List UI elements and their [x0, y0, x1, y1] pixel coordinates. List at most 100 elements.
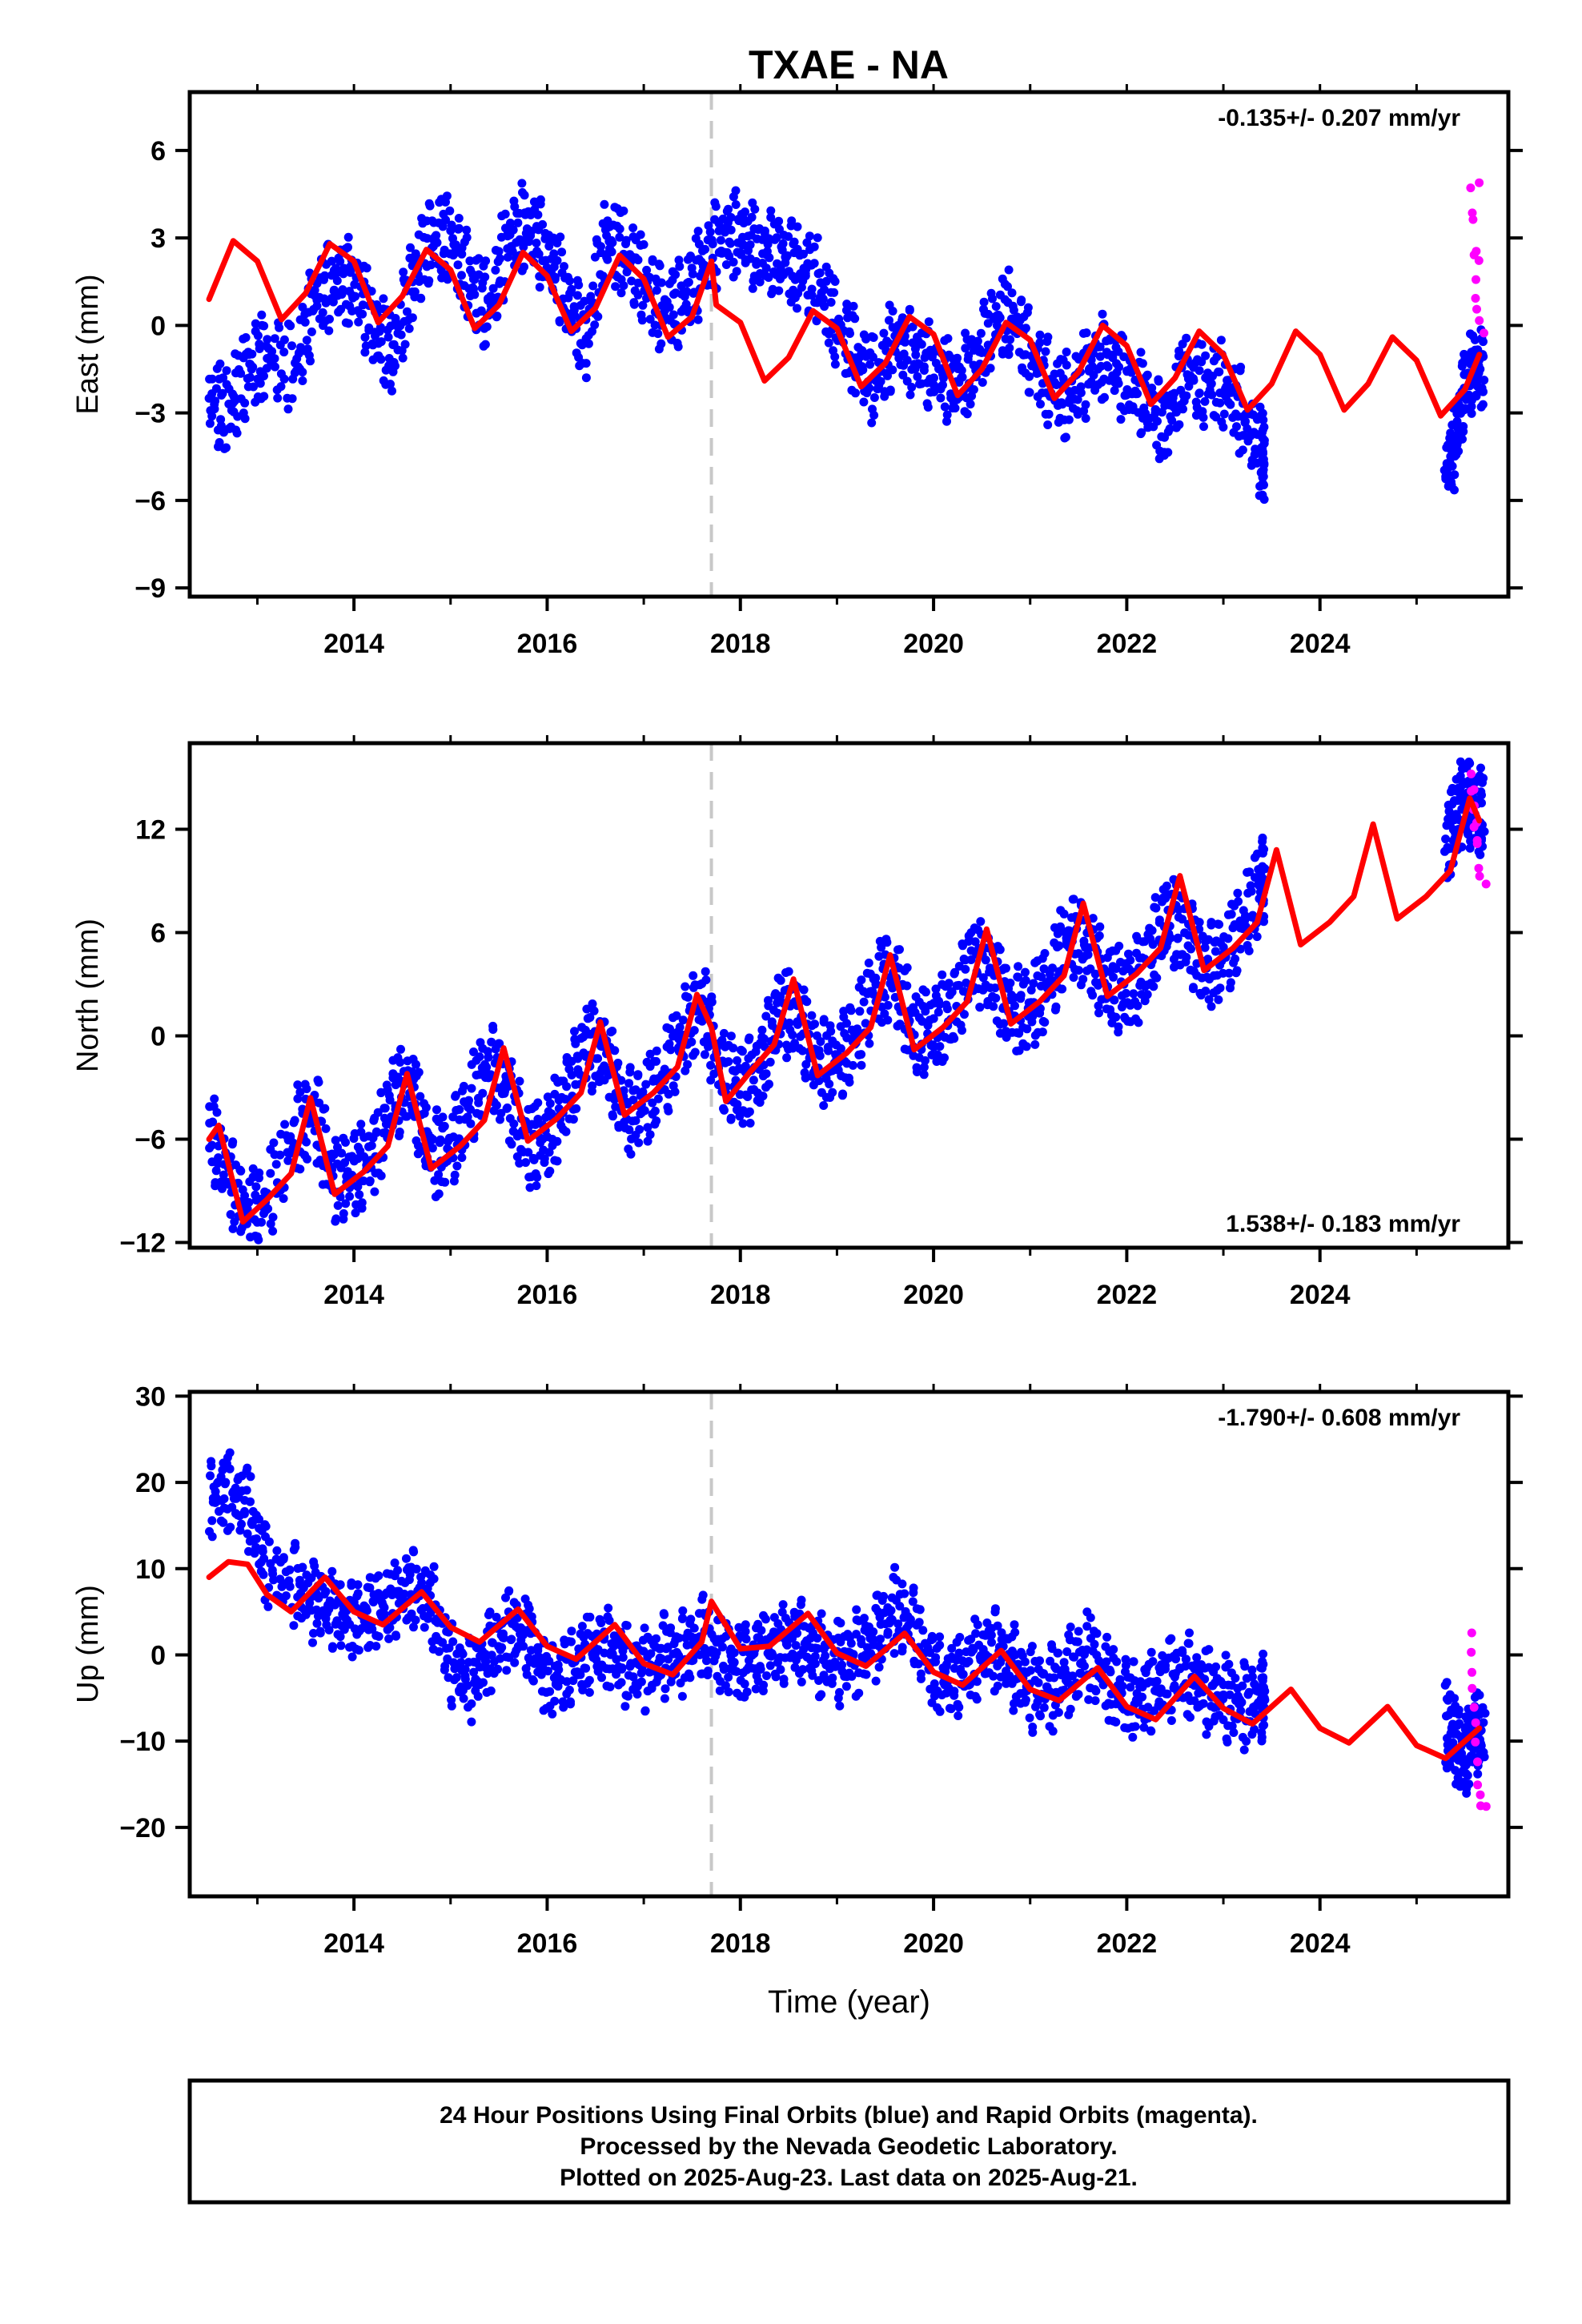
final-orbit-point: [1039, 964, 1049, 974]
x-tick-label: 2024: [1290, 1280, 1351, 1310]
final-orbit-point: [652, 1634, 661, 1643]
final-orbit-point: [309, 1629, 318, 1638]
final-orbit-point: [232, 428, 242, 438]
final-orbit-point: [1247, 1665, 1257, 1675]
final-orbit-point: [467, 1084, 476, 1093]
final-orbit-point: [1066, 1622, 1075, 1632]
final-orbit-point: [1235, 944, 1245, 954]
final-orbit-point: [656, 339, 666, 348]
final-orbit-point: [1470, 335, 1480, 344]
final-orbit-point: [1480, 826, 1489, 836]
final-orbit-point: [1207, 1002, 1216, 1011]
final-orbit-point: [335, 256, 345, 266]
final-orbit-point: [580, 296, 589, 306]
final-orbit-point: [636, 1677, 646, 1687]
final-orbit-point: [1174, 352, 1183, 361]
final-orbit-point: [729, 257, 738, 267]
final-orbit-point: [1219, 1715, 1228, 1724]
final-orbit-point: [589, 1006, 599, 1015]
final-orbit-point: [210, 404, 219, 414]
final-orbit-point: [859, 397, 869, 407]
final-orbit-point: [567, 284, 576, 294]
final-orbit-point: [1189, 983, 1198, 992]
final-orbit-point: [703, 1031, 713, 1041]
final-orbit-point: [454, 223, 464, 233]
final-orbit-point: [741, 1626, 750, 1636]
final-orbit-point: [1161, 1664, 1170, 1674]
final-orbit-point: [321, 1586, 331, 1596]
final-orbit-point: [416, 1092, 425, 1101]
final-orbit-point: [300, 317, 310, 327]
final-orbit-point: [398, 353, 408, 363]
final-orbit-point: [264, 1537, 274, 1546]
final-orbit-point: [793, 1629, 802, 1638]
final-orbit-point: [1114, 1022, 1123, 1031]
final-orbit-point: [395, 1128, 404, 1136]
final-orbit-point: [438, 1112, 448, 1122]
final-orbit-point: [1201, 987, 1211, 995]
final-orbit-point: [1259, 436, 1269, 445]
final-orbit-point: [627, 276, 636, 286]
final-orbit-point: [244, 1198, 254, 1207]
up-panel: 2014 2016 2018 2020 2022 20243020100−10−20Up …: [71, 1381, 1523, 2020]
final-orbit-point: [871, 973, 881, 983]
final-orbit-point: [779, 1675, 789, 1684]
final-orbit-point: [351, 292, 360, 301]
final-orbit-point: [1006, 335, 1015, 344]
final-orbit-point: [556, 232, 565, 242]
final-orbit-point: [1233, 888, 1243, 898]
final-orbit-point: [1181, 1662, 1191, 1671]
final-orbit-point: [335, 1632, 345, 1642]
final-orbit-point: [942, 410, 952, 420]
final-orbit-point: [512, 1613, 522, 1622]
final-orbit-point: [371, 1642, 381, 1651]
final-orbit-point: [1066, 1704, 1075, 1714]
final-orbit-point: [1021, 975, 1030, 985]
final-orbit-point: [950, 969, 959, 979]
final-orbit-point: [1025, 1713, 1034, 1723]
y-tick-label: −6: [135, 1125, 166, 1156]
final-orbit-point: [1025, 388, 1034, 397]
final-orbit-point: [897, 1579, 907, 1589]
final-orbit-point: [267, 1566, 277, 1575]
final-orbit-point: [849, 301, 858, 311]
final-orbit-point: [207, 1462, 216, 1471]
final-orbit-point: [625, 1068, 635, 1077]
final-orbit-point: [572, 1104, 581, 1113]
final-orbit-point: [1213, 919, 1223, 929]
final-orbit-point: [828, 1673, 837, 1683]
final-orbit-point: [1095, 352, 1105, 361]
final-orbit-point: [1241, 911, 1250, 921]
final-orbit-point: [687, 1037, 697, 1047]
final-orbit-point: [986, 364, 995, 373]
final-orbit-point: [1447, 461, 1457, 471]
final-orbit-point: [369, 1116, 379, 1125]
final-orbit-point: [298, 368, 307, 377]
final-orbit-point: [865, 1039, 874, 1048]
final-orbit-point: [731, 186, 741, 195]
final-orbit-point: [1130, 1722, 1140, 1731]
final-orbit-point: [733, 1055, 742, 1065]
final-orbit-point: [640, 1106, 649, 1116]
final-orbit-point: [455, 1105, 464, 1114]
y-tick-label: 0: [151, 1022, 166, 1052]
x-tick-label: 2016: [517, 629, 578, 659]
final-orbit-point: [459, 1694, 468, 1703]
final-orbit-point: [902, 356, 912, 365]
final-orbit-point: [700, 1050, 709, 1059]
final-orbit-point: [642, 265, 652, 275]
final-orbit-point: [1259, 917, 1268, 927]
final-orbit-point: [325, 315, 334, 324]
final-orbit-point: [788, 1030, 797, 1039]
final-orbit-point: [533, 210, 543, 219]
final-orbit-point: [724, 204, 733, 214]
final-orbit-point: [275, 1150, 285, 1160]
final-orbit-point: [1098, 309, 1107, 319]
final-orbit-point: [826, 298, 836, 307]
final-orbit-point: [1476, 763, 1485, 773]
final-orbit-point: [522, 1670, 532, 1679]
final-orbit-point: [880, 992, 889, 1002]
final-orbit-point: [919, 1070, 929, 1080]
final-orbit-point: [1236, 362, 1246, 372]
final-orbit-point: [765, 1057, 775, 1067]
